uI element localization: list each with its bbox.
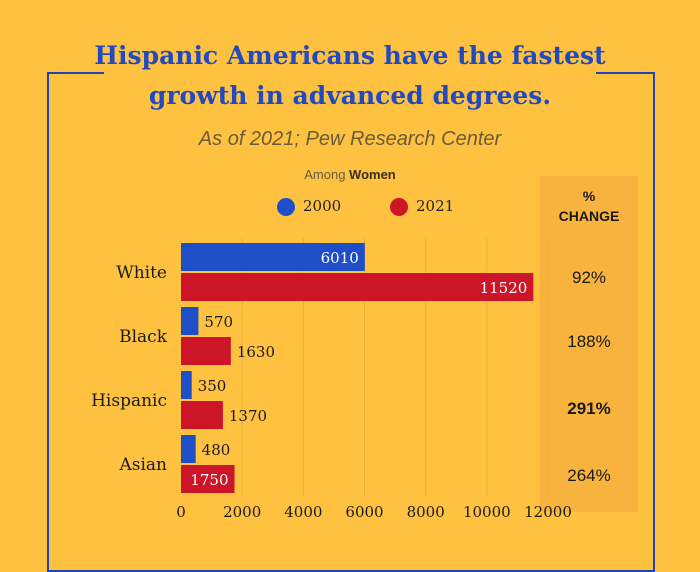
bar-black-2021 [181,337,231,365]
category-label-white: White [116,263,167,283]
category-label-hispanic: Hispanic [91,391,167,411]
category-label-asian: Asian [118,455,167,475]
legend-dot-2000 [277,198,295,216]
population-label: Among Women [250,167,450,182]
percent-change-column [540,176,638,512]
percent-change-white: 92% [571,268,607,287]
bar-asian-2021 [181,465,235,493]
data-label-hispanic-2000: 350 [198,377,227,395]
legend-label-2000: 2000 [303,197,342,215]
data-label-asian-2000: 480 [202,441,231,459]
percent-change-header-symbol: % [582,188,596,204]
chart-subtitle: As of 2021; Pew Research Center [198,128,502,150]
x-tick-8000: 8000 [407,503,445,521]
title-line-1: Hispanic Americans have the fastest [94,41,606,70]
data-label-white-2021: 11520 [480,279,528,297]
legend-label-2021: 2021 [416,197,455,215]
data-label-hispanic-2021: 1370 [229,407,267,425]
data-label-black-2021: 1630 [237,343,275,361]
x-tick-4000: 4000 [284,503,322,521]
category-label-black: Black [119,327,168,347]
legend-dot-2021 [390,198,408,216]
percent-change-header: % CHANGE [540,186,638,226]
among-prefix: Among [304,167,350,182]
legend-item-2000: 2000 [277,197,341,216]
bar-white-2021 [181,273,534,301]
bar-white-2000 [181,243,365,271]
x-tick-2000: 2000 [223,503,261,521]
chart-title: Hispanic Americans have the fastest grow… [0,36,700,116]
percent-change-asian: 264% [567,466,611,485]
percent-change-header-label: CHANGE [558,208,620,224]
data-label-asian-2021: 1750 [190,471,228,489]
x-tick-6000: 6000 [345,503,383,521]
title-mask [104,60,596,90]
x-tick-12000: 12000 [524,503,572,521]
data-label-white-2000: 6010 [321,249,359,267]
among-group: Women [349,167,396,182]
data-label-black-2000: 570 [204,313,233,331]
percent-change-black: 188% [567,332,611,351]
bar-black-2000 [181,307,199,335]
bar-hispanic-2000 [181,371,192,399]
legend-item-2021: 2021 [390,197,454,216]
percent-change-hispanic: 291% [567,399,611,418]
bar-hispanic-2021 [181,401,223,429]
x-tick-0: 0 [176,503,186,521]
x-tick-10000: 10000 [463,503,511,521]
title-line-2: growth in advanced degrees. [148,81,552,110]
bar-asian-2000 [181,435,196,463]
